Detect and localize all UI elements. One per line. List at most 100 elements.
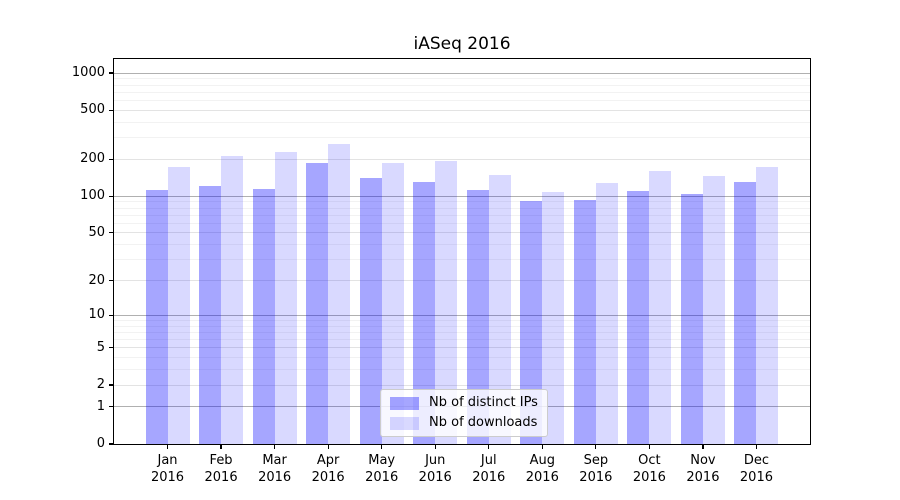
y-axis-tick-label: 500 — [80, 102, 105, 118]
gridline-minor — [114, 121, 810, 123]
bar-distinct-ips-may — [359, 178, 382, 444]
legend-item-downloads: Nb of downloads — [390, 415, 538, 431]
gridline-mid — [114, 384, 810, 386]
gridline-minor — [114, 214, 810, 216]
y-axis-tick — [109, 443, 114, 445]
x-axis-tick-label: Dec 2016 — [739, 453, 773, 485]
bar-distinct-ips-aug — [520, 201, 543, 444]
gridline-major — [114, 314, 810, 316]
x-axis-tick-label: May 2016 — [365, 453, 399, 485]
x-axis-tick — [595, 444, 597, 449]
bar-downloads-mar — [274, 151, 297, 444]
bar-downloads-jul — [488, 174, 511, 444]
bar-distinct-ips-sep — [573, 200, 596, 444]
bar-downloads-may — [381, 163, 404, 444]
bar-distinct-ips-jul — [466, 189, 489, 444]
y-axis-tick — [109, 406, 114, 408]
x-axis-tick-label: Feb 2016 — [204, 453, 238, 485]
y-axis-tick-label: 0 — [96, 436, 105, 451]
x-axis-tick — [702, 444, 704, 449]
y-axis-tick-label: 10 — [88, 307, 105, 323]
y-axis-tick — [109, 158, 114, 160]
y-axis-tick-label: 5 — [96, 339, 105, 355]
gridline-minor — [114, 319, 810, 321]
y-axis-tick-label: 20 — [88, 272, 105, 288]
x-axis-tick-label: Jul 2016 — [472, 453, 506, 485]
bar-downloads-dec — [756, 167, 779, 444]
y-axis-tick — [109, 347, 114, 349]
y-axis-tick-label: 2 — [96, 377, 105, 393]
gridline-mid — [114, 109, 810, 111]
bar-distinct-ips-jun — [413, 182, 436, 444]
gridline-minor — [114, 259, 810, 261]
gridline-minor — [114, 201, 810, 203]
y-axis-tick — [109, 72, 114, 74]
gridline-minor — [114, 84, 810, 86]
bar-distinct-ips-apr — [306, 163, 329, 444]
y-axis-tick-label: 50 — [88, 224, 105, 240]
bar-downloads-nov — [702, 176, 725, 444]
bar-distinct-ips-dec — [734, 182, 757, 444]
bar-downloads-aug — [542, 192, 565, 444]
gridline-major — [114, 72, 810, 74]
x-axis-tick — [434, 444, 436, 449]
y-axis-tick — [109, 195, 114, 197]
gridline-minor — [114, 137, 810, 139]
gridline-mid — [114, 347, 810, 349]
bar-downloads-jan — [167, 167, 190, 444]
gridline-major — [114, 195, 810, 197]
legend-label-downloads: Nb of downloads — [429, 415, 538, 430]
legend-item-distinct-ips: Nb of distinct IPs — [390, 395, 538, 411]
gridline-minor — [114, 222, 810, 224]
y-axis-tick-label: 100 — [80, 188, 105, 204]
x-axis-tick-label: Apr 2016 — [311, 453, 345, 485]
gridline-minor — [114, 99, 810, 101]
x-axis-tick — [541, 444, 543, 449]
bar-distinct-ips-mar — [252, 189, 275, 444]
bar-distinct-ips-feb — [199, 186, 222, 444]
legend: Nb of distinct IPs Nb of downloads — [380, 389, 548, 437]
y-axis-tick-label: 1 — [96, 398, 105, 414]
gridline-minor — [114, 325, 810, 327]
bar-distinct-ips-nov — [680, 193, 703, 444]
y-axis-tick — [109, 314, 114, 316]
bar-downloads-oct — [649, 171, 672, 444]
y-axis-tick-label: 1000 — [71, 65, 105, 81]
chart-title: iASeq 2016 — [413, 34, 511, 54]
x-axis-tick — [327, 444, 329, 449]
y-axis-tick — [109, 384, 114, 386]
bar-downloads-feb — [221, 156, 244, 444]
x-axis-tick-label: Jan 2016 — [150, 453, 185, 485]
gridline-minor — [114, 369, 810, 371]
x-axis-tick-label: Aug 2016 — [525, 453, 559, 485]
x-axis-tick — [274, 444, 276, 449]
bar-distinct-ips-jan — [145, 190, 168, 444]
gridline-minor — [114, 91, 810, 93]
gridline-mid — [114, 158, 810, 160]
x-axis-tick-label: Mar 2016 — [258, 453, 292, 485]
y-axis-tick-label: 200 — [80, 151, 105, 167]
gridline-minor — [114, 339, 810, 341]
x-axis-tick — [755, 444, 758, 449]
bar-downloads-sep — [595, 182, 618, 444]
gridline-mid — [114, 232, 810, 234]
x-axis-tick — [648, 444, 650, 449]
x-axis-tick — [166, 444, 169, 449]
x-axis-tick-label: Nov 2016 — [686, 453, 720, 485]
gridline-mid — [114, 280, 810, 282]
x-axis-tick — [220, 444, 222, 449]
plot-area — [114, 59, 810, 444]
y-axis-tick — [109, 109, 114, 111]
legend-label-distinct-ips: Nb of distinct IPs — [429, 395, 538, 410]
x-axis-tick-label: Jun 2016 — [418, 453, 452, 485]
y-axis-tick — [109, 232, 114, 234]
gridline-minor — [114, 78, 810, 80]
x-axis-tick — [488, 444, 490, 449]
bar-downloads-jun — [435, 161, 458, 444]
gridline-minor — [114, 207, 810, 209]
bar-downloads-apr — [328, 143, 351, 444]
x-axis-tick — [381, 444, 383, 449]
gridline-minor — [114, 244, 810, 246]
legend-swatch-distinct-ips-icon — [390, 396, 419, 410]
